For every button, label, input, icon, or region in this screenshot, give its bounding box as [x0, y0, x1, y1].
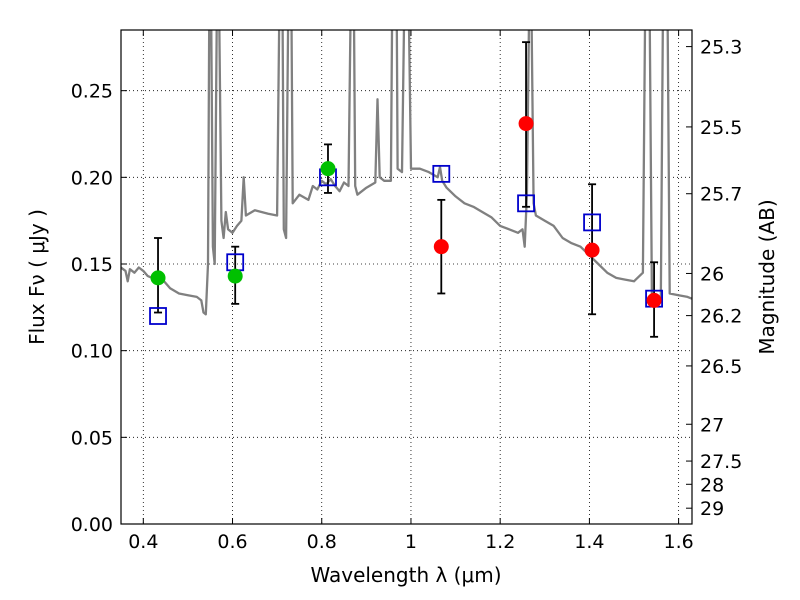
right-tick-label: 28	[700, 474, 724, 496]
y-tick-label: 0.10	[71, 341, 113, 363]
model-spectrum-line	[121, 30, 692, 316]
x-axis-label: Wavelength λ (μm)	[310, 563, 501, 587]
right-tick-label: 27	[700, 414, 724, 436]
square-marker	[583, 213, 601, 232]
red-circle-marker	[518, 116, 534, 132]
x-tick-label: 1.4	[574, 531, 604, 553]
x-tick-label: 0.8	[307, 531, 337, 553]
square-marker	[149, 307, 167, 325]
square-marker	[517, 194, 535, 213]
x-tick-label: 0.6	[217, 531, 247, 553]
right-tick-label: 25.5	[700, 117, 742, 139]
right-tick-label: 25.7	[700, 184, 742, 206]
green-circle-marker	[150, 270, 166, 286]
right-tick-label: 26.2	[700, 306, 742, 328]
plot-area	[121, 30, 692, 338]
right-tick-label: 25.3	[700, 37, 742, 59]
green-circle-marker	[320, 161, 336, 177]
y-tick-label: 0.05	[71, 427, 113, 449]
x-tick-label: 1	[405, 531, 417, 553]
y-tick-label: 0.20	[71, 167, 113, 189]
right-tick-label: 29	[700, 498, 724, 520]
green-circle-marker	[227, 268, 243, 284]
right-axis-label: Magnitude (AB)	[755, 199, 779, 354]
y-tick-label: 0.00	[71, 514, 113, 536]
red-circle-marker	[433, 239, 449, 255]
red-circle-marker	[646, 292, 662, 308]
square-marker	[432, 164, 451, 183]
x-tick-label: 1.6	[664, 531, 694, 553]
plot-frame	[120, 29, 693, 525]
right-tick-label: 27.5	[700, 451, 742, 473]
red-circle-marker	[584, 242, 600, 258]
right-tick-label: 26.5	[700, 356, 742, 378]
right-tick-label: 26	[700, 263, 724, 285]
error-bars	[154, 41, 659, 338]
y-tick-label: 0.25	[71, 81, 113, 103]
data-markers	[149, 116, 663, 325]
x-tick-label: 0.4	[128, 531, 158, 553]
axis-ticks: 0.4 0.6 0.8 1 1.2 1.4 1.6 0.00 0.05 0.10 0.15 0.20 0…	[71, 30, 742, 553]
y-axis-label: Flux Fν ( μJy )	[25, 209, 49, 345]
y-tick-label: 0.15	[71, 254, 113, 276]
x-tick-label: 1.2	[485, 531, 515, 553]
